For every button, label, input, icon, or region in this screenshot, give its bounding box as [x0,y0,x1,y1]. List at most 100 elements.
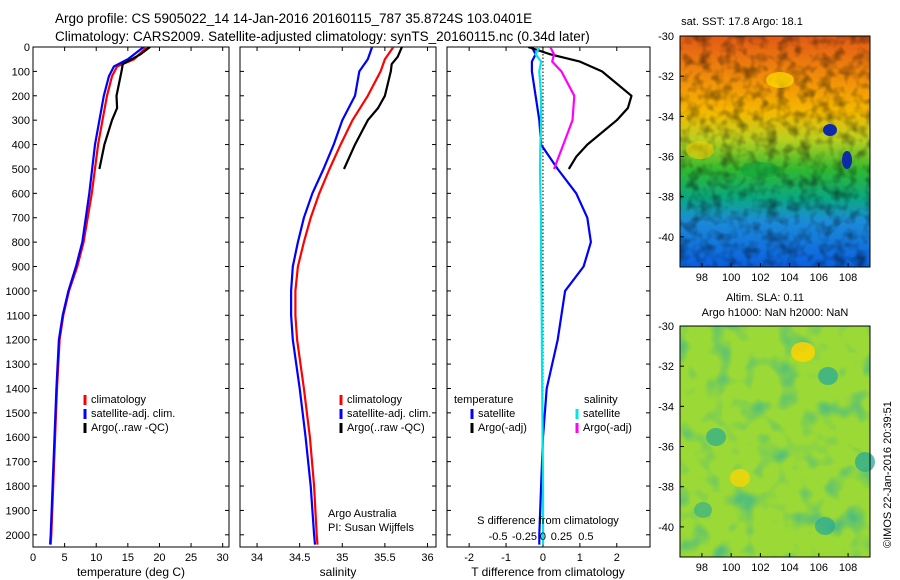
difference-series [527,47,633,545]
x-tick-label: 5 [62,552,68,564]
map-y-tick-label: -38 [658,192,674,204]
salinity-series [290,47,403,545]
difference-legend: temperature salinity satellite Argo(-adj) sa… [454,394,632,434]
depth-tick-label: 2000 [6,530,30,542]
sla-map-axes: 98 100 102 104 106 108 -30 -32 -34 -36 -38 -40 [658,321,857,574]
depth-tick-label: 800 [12,237,30,249]
series-line-1 [294,47,395,545]
map-x-tick-label: 104 [780,272,798,284]
depth-tick-label: 1800 [6,481,30,493]
x-tick-label: 35 [336,552,348,564]
map-x-tick-label: 102 [751,562,769,574]
depth-tick-label: 0 [24,42,30,54]
map-x-tick-label: 98 [696,272,708,284]
temperature-series [49,47,151,545]
temperature-axes-box [32,46,230,548]
sla-map-panel: Altim. SLA: 0.11 Argo h1000: NaN h2000: … [658,292,894,574]
depth-tick-label: 400 [12,140,30,152]
x-tick-label: 10 [90,552,102,564]
sst-map-panel: sat. SST: 17.8 Argo: 18.1 98 100 102 104 106… [658,16,871,284]
legend-label: satellite-adj. clim. [347,408,431,420]
temperature-x-axis: 0 5 10 15 20 25 30 [30,47,229,564]
map-x-tick-label: 98 [696,562,708,574]
map-y-tick-label: -36 [658,152,674,164]
depth-tick-label: 100 [12,66,30,78]
temperature-panel: 0100200300400500600700800900100011001200… [6,42,230,579]
depth-tick-label: 1200 [6,335,30,347]
sst-map-image [680,36,870,267]
x-tick-label: -1 [501,552,511,564]
difference-panel: -2 -1 0 1 2 -0.5 -0.25 0 0.25 0.5 S difference f… [446,46,651,579]
legend-label: satellite-adj. clim. [91,408,175,420]
x-tick-label: -2 [464,552,474,564]
map-x-tick-label: 100 [722,562,740,574]
x-tick-label: 15 [122,552,134,564]
sst-map-axes: 98 100 102 104 106 108 -30 -32 -34 -36 -38 -40 [658,31,857,284]
map-x-tick-label: 108 [839,562,857,574]
legend-label: Argo(-adj) [478,422,527,434]
legend-label: satellite [478,408,515,420]
s-tick-label: 0.25 [551,531,572,543]
map-x-tick-label: 104 [780,562,798,574]
series-line-2 [527,47,633,170]
map-y-tick-label: -40 [658,522,674,534]
series-line-3 [342,47,403,170]
map-y-tick-label: -38 [658,482,674,494]
t-difference-label: T difference from climatology [471,565,625,579]
x-tick-label: 35.5 [374,552,395,564]
map-y-tick-label: -32 [658,361,674,373]
salinity-difference-ticks: -0.5 -0.25 0 0.25 0.5 [489,531,594,543]
salinity-x-label: salinity [320,565,357,579]
depth-tick-label: 1100 [6,310,30,322]
s-tick-label: 0 [540,531,546,543]
depth-tick-label: 600 [12,188,30,200]
map-x-tick-label: 106 [810,272,828,284]
legend-label: Argo(..raw -QC) [347,422,425,434]
legend-title-salinity: salinity [584,394,618,406]
map-x-tick-label: 102 [751,272,769,284]
figure-title-line2: Climatology: CARS2009. Satellite-adjuste… [55,29,590,44]
s-difference-label: S difference from climatology [477,515,619,527]
depth-tick-label: 1300 [6,359,30,371]
legend-label: climatology [347,394,403,406]
x-tick-label: 1 [577,552,583,564]
series-line-2 [290,47,374,545]
depth-tick-label: 1400 [6,383,30,395]
sst-map-frame [679,35,871,268]
depth-tick-label: 1500 [6,408,30,420]
s-tick-label: -0.25 [512,531,537,543]
annotation-argo-australia: Argo Australia [328,508,397,520]
map-y-tick-label: -32 [658,71,674,83]
salinity-x-axis: 34 34.5 35 35.5 36 [251,47,434,564]
series-line-3 [98,47,151,170]
legend-label: climatology [91,394,147,406]
temperature-x-label: temperature (deg C) [77,565,185,579]
sla-map-image [680,326,875,557]
difference-x-axis: -2 -1 0 1 2 [464,47,620,564]
x-tick-label: 0 [30,552,36,564]
depth-tick-label: 300 [12,115,30,127]
x-tick-label: 34 [251,552,263,564]
x-tick-label: 34.5 [289,552,310,564]
depth-tick-label: 1700 [6,457,30,469]
map-y-tick-label: -30 [658,31,674,43]
annotation-pi: PI: Susan Wijffels [328,522,414,534]
map-y-tick-label: -34 [658,401,674,413]
series-line-4 [549,47,576,170]
salinity-axes-box [239,46,437,548]
figure-title-line1: Argo profile: CS 5905022_14 14-Jan-2016 … [55,11,533,26]
x-tick-label: 30 [217,552,229,564]
map-y-tick-label: -40 [658,232,674,244]
depth-tick-label: 1900 [6,505,30,517]
sla-map-frame [679,325,871,558]
x-tick-label: 20 [153,552,165,564]
map-x-tick-label: 108 [839,272,857,284]
salinity-legend: climatology satellite-adj. clim. Argo(..ra… [339,394,431,434]
map-y-tick-label: -34 [658,111,674,123]
s-tick-label: -0.5 [489,531,508,543]
sst-map-title: sat. SST: 17.8 Argo: 18.1 [681,16,803,28]
map-y-tick-label: -36 [658,442,674,454]
map-x-tick-label: 106 [810,562,828,574]
series-line-2 [49,47,145,545]
